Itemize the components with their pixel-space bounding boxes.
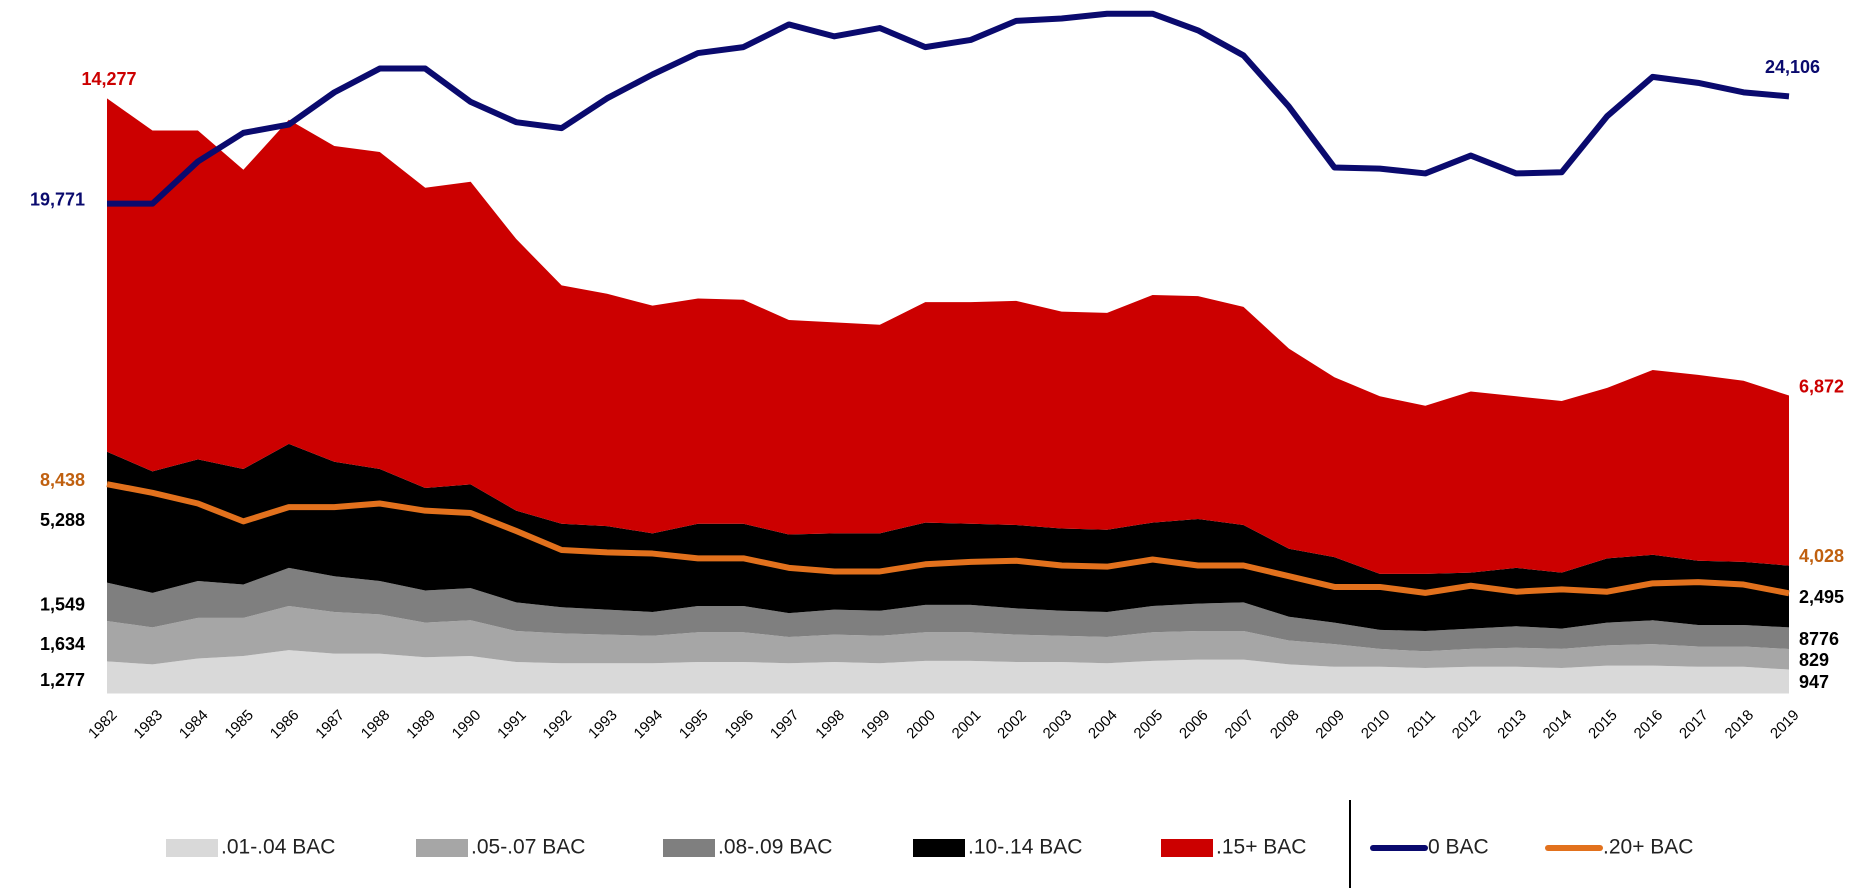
x-tick-label: 2012: [1449, 707, 1485, 743]
x-tick-label: 1998: [812, 707, 848, 743]
value-label: 8,438: [40, 470, 85, 490]
x-tick-label: 1986: [267, 707, 303, 743]
value-label: 1,277: [40, 670, 85, 690]
x-tick-label: 1989: [403, 707, 439, 743]
value-label: 6,872: [1799, 376, 1844, 396]
legend-label: 0 BAC: [1428, 836, 1489, 859]
value-label: 4,028: [1799, 546, 1844, 566]
value-label: 19,771: [30, 189, 85, 209]
legend-swatch: [166, 839, 218, 857]
x-tick-label: 2005: [1131, 707, 1167, 743]
x-tick-label: 2010: [1358, 707, 1394, 743]
x-tick-label: 2006: [1176, 707, 1212, 743]
value-label: 947: [1799, 672, 1829, 692]
value-label: 24,106: [1765, 57, 1820, 77]
x-tick-label: 1985: [221, 707, 257, 743]
x-tick-label: 1995: [676, 707, 712, 743]
x-tick-label: 1987: [312, 707, 348, 743]
x-tick-label: 2014: [1540, 707, 1576, 743]
value-label: 14,277: [81, 69, 136, 89]
x-tick-label: 2015: [1585, 707, 1621, 743]
legend-label: .10-.14 BAC: [968, 836, 1082, 859]
legend-swatch: [416, 839, 468, 857]
legend-label: .01-.04 BAC: [221, 836, 335, 859]
x-tick-label: 2016: [1631, 707, 1667, 743]
x-tick-label: 1992: [540, 707, 576, 743]
x-tick-label: 2008: [1267, 707, 1303, 743]
x-tick-label: 1999: [858, 707, 894, 743]
value-label: 1,634: [40, 634, 85, 654]
x-tick-label: 2000: [903, 707, 939, 743]
x-tick-label: 1990: [449, 707, 485, 743]
legend-swatch: [663, 839, 715, 857]
x-tick-label: 1991: [494, 707, 530, 743]
legend-label: .15+ BAC: [1216, 836, 1306, 859]
value-label: 5,288: [40, 510, 85, 530]
x-tick-label: 1988: [358, 707, 394, 743]
legend-swatch: [913, 839, 965, 857]
legend-label: .20+ BAC: [1603, 836, 1693, 859]
value-label: 8776: [1799, 629, 1839, 649]
line: [107, 10, 1790, 207]
line: [106, 481, 1790, 597]
x-tick-label: 1996: [721, 707, 757, 743]
value-label: 829: [1799, 650, 1829, 670]
x-tick-label: 2002: [994, 707, 1030, 743]
x-tick-label: 1984: [176, 707, 212, 743]
x-tick-label: 2013: [1494, 707, 1530, 743]
x-tick-label: 1983: [130, 707, 166, 743]
x-tick-label: 2004: [1085, 707, 1121, 743]
x-tick-label: 2009: [1312, 707, 1348, 743]
x-tick-label: 2003: [1040, 707, 1076, 743]
x-tick-label: 1997: [767, 707, 803, 743]
legend-label: .05-.07 BAC: [471, 836, 585, 859]
x-tick-label: 2019: [1767, 707, 1803, 743]
area: [107, 650, 1789, 693]
x-tick-label: 2018: [1722, 707, 1758, 743]
x-tick-label: 1994: [631, 707, 667, 743]
x-tick-label: 1982: [85, 707, 121, 743]
value-label: 1,549: [40, 595, 85, 615]
x-tick-label: 2001: [949, 707, 985, 743]
area: [107, 567, 1789, 652]
x-tick-label: 1993: [585, 707, 621, 743]
area: [107, 98, 1789, 574]
legend-swatch: [1161, 839, 1213, 857]
x-tick-label: 2011: [1404, 707, 1439, 742]
area: [107, 606, 1789, 670]
legend-label: .08-.09 BAC: [718, 836, 832, 859]
x-tick-label: 2017: [1676, 707, 1712, 743]
x-tick-label: 2007: [1222, 707, 1258, 743]
value-label: 2,495: [1799, 587, 1844, 607]
